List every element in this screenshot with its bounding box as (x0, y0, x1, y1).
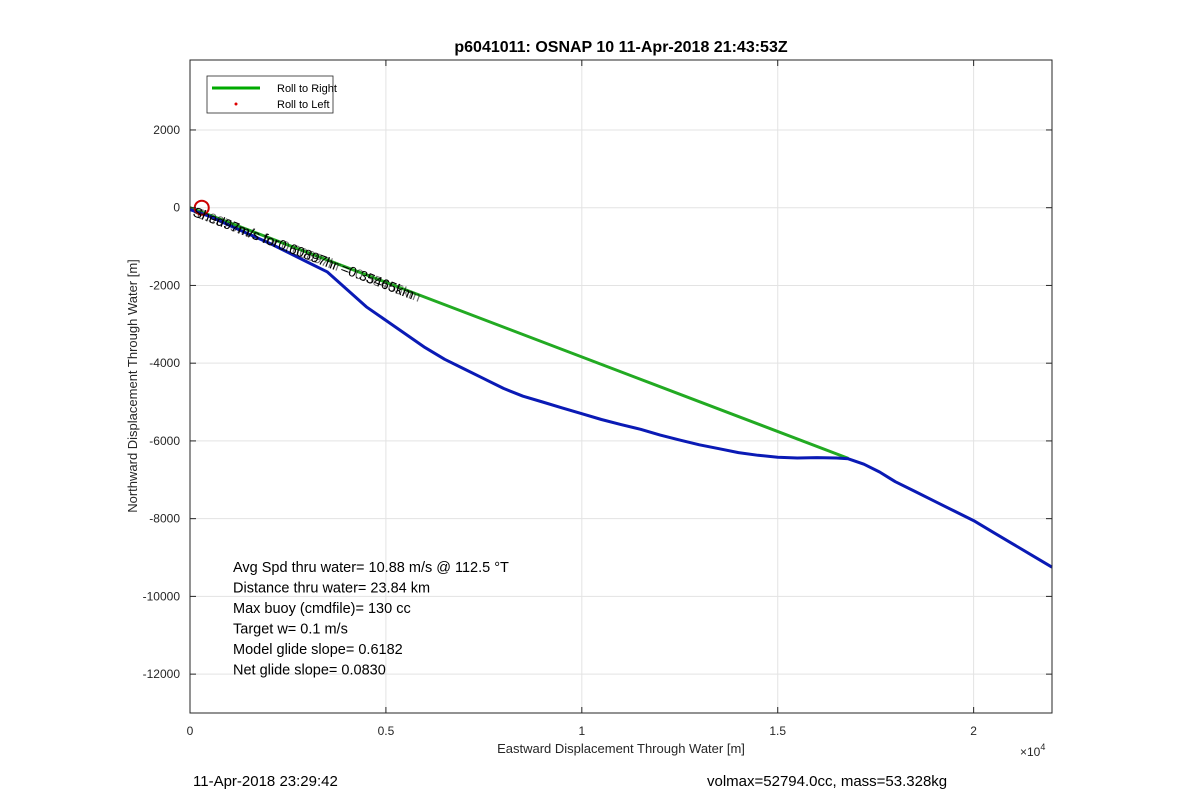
plot-frame (189, 59, 1053, 714)
footer-volmax-mass: volmax=52794.0cc, mass=53.328kg (707, 773, 948, 790)
legend-label-roll-right: Roll to Right (277, 83, 337, 95)
y-tick-label: -6000 (149, 434, 180, 448)
stats-line: Target w= 0.1 m/s (233, 622, 348, 638)
legend: Roll to Right Roll to Left (206, 75, 337, 114)
ticks: 0 0.5 1 1.5 2 2000 0 -2000 -4000 -6000 -8000 -10000… (143, 60, 1052, 738)
y-tick-label: -8000 (149, 512, 180, 526)
legend-label-roll-left: Roll to Left (277, 99, 330, 111)
stats-line: Model glide slope= 0.6182 (233, 642, 403, 658)
x-tick-label: 0.5 (378, 724, 395, 738)
footer-timestamp: 11-Apr-2018 23:29:42 (193, 773, 338, 790)
chart-title: p6041011: OSNAP 10 11-Apr-2018 21:43:53Z (454, 39, 787, 56)
legend-box (206, 75, 334, 114)
y-tick-label: 0 (173, 201, 180, 215)
x-exponent-base: ×10 (1020, 745, 1041, 759)
x-tick-label: 2 (970, 724, 977, 738)
grid (190, 60, 1052, 713)
stats-line: Avg Spd thru water= 10.88 m/s @ 112.5 °T (233, 560, 509, 576)
y-axis-label: Northward Displacement Through Water [m] (125, 259, 140, 513)
series-roll-right-line (189, 206, 849, 460)
stats-line: Distance thru water= 23.84 km (233, 581, 430, 597)
x-tick-label: 0 (187, 724, 194, 738)
x-exponent: ×104 (1020, 742, 1045, 759)
x-tick-label: 1.5 (769, 724, 786, 738)
stats-block: Avg Spd thru water= 10.88 m/s @ 112.5 °T… (233, 560, 509, 679)
plot-background (190, 60, 1052, 713)
stats-line: Net glide slope= 0.0830 (233, 663, 386, 679)
y-tick-label: -10000 (143, 589, 181, 603)
y-tick-label: -4000 (149, 356, 180, 370)
x-axis-label: Eastward Displacement Through Water [m] (497, 741, 745, 756)
x-exponent-power: 4 (1040, 742, 1045, 752)
legend-dot-roll-left (234, 102, 238, 106)
y-tick-label: -12000 (143, 667, 181, 681)
series-track-line (189, 208, 1053, 569)
series-layer (189, 206, 1053, 569)
stats-line: Max buoy (cmdfile)= 130 cc (233, 601, 411, 617)
x-tick-label: 1 (578, 724, 585, 738)
y-tick-label: 2000 (153, 123, 180, 137)
y-tick-label: -2000 (149, 278, 180, 292)
